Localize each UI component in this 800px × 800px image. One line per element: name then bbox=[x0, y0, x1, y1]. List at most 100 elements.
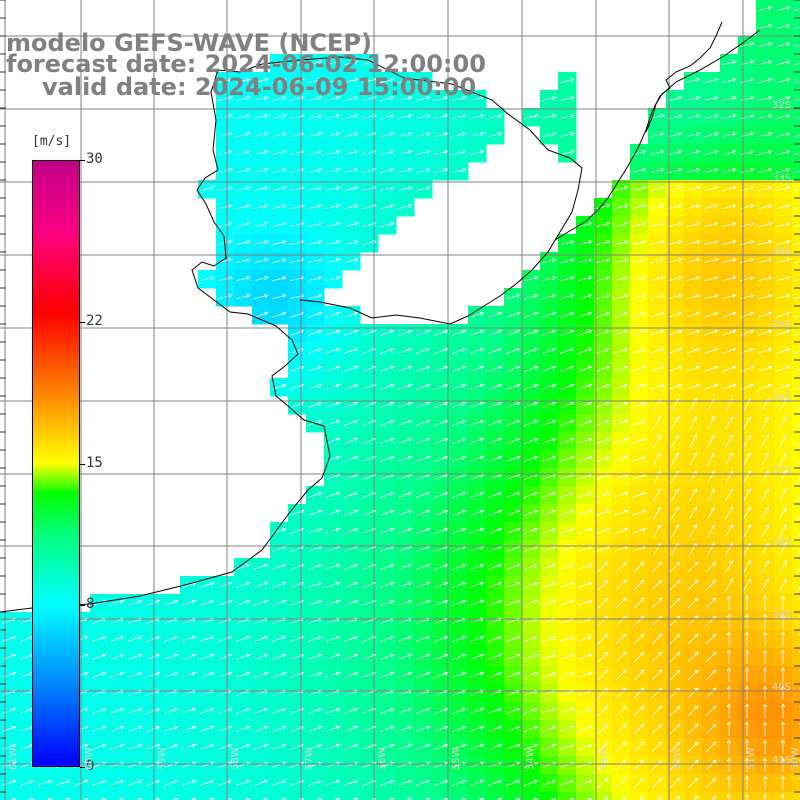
wind-arrow bbox=[758, 204, 773, 210]
wind-arrow bbox=[650, 132, 665, 138]
wind-arrow bbox=[218, 132, 233, 138]
field-cell bbox=[36, 792, 55, 800]
field-cell bbox=[558, 792, 577, 800]
wind-arrow bbox=[542, 96, 557, 102]
field-cell bbox=[792, 108, 800, 127]
wind-arrow bbox=[740, 132, 755, 138]
wind-arrow bbox=[416, 186, 431, 192]
wind-arrow bbox=[686, 114, 701, 120]
wind-arrow bbox=[722, 78, 737, 84]
wind-arrow bbox=[308, 276, 323, 282]
wind-arrow bbox=[686, 204, 701, 210]
wind-arrow bbox=[326, 96, 341, 102]
field-cell bbox=[792, 540, 800, 559]
wind-arrow bbox=[632, 168, 647, 174]
wind-arrow bbox=[560, 96, 575, 102]
wind-arrow bbox=[326, 186, 341, 192]
field-cell bbox=[576, 792, 595, 800]
wind-arrow bbox=[254, 258, 269, 264]
wind-arrow bbox=[254, 222, 269, 228]
wind-arrow bbox=[326, 258, 341, 264]
wind-arrow bbox=[290, 60, 305, 66]
field-cell bbox=[522, 792, 541, 800]
longitude-label: 60W bbox=[84, 747, 95, 770]
wind-arrow bbox=[236, 240, 251, 246]
wind-arrow bbox=[254, 132, 269, 138]
latitude-label: 40S bbox=[772, 682, 792, 693]
wind-arrow bbox=[794, 188, 800, 192]
field-cell bbox=[792, 666, 800, 685]
wind-arrow bbox=[254, 276, 269, 282]
wind-arrow bbox=[704, 186, 719, 192]
wind-arrow bbox=[470, 132, 485, 138]
wind-arrow bbox=[794, 44, 800, 48]
field-cell bbox=[90, 792, 109, 800]
field-cell bbox=[396, 792, 415, 800]
wind-arrow bbox=[776, 240, 791, 246]
field-cell bbox=[18, 792, 37, 800]
field-cell bbox=[648, 792, 667, 800]
wind-arrow bbox=[344, 240, 359, 246]
wind-arrow bbox=[560, 258, 575, 264]
wind-arrow bbox=[326, 240, 341, 246]
wind-arrow bbox=[632, 240, 647, 246]
wind-arrow bbox=[290, 276, 305, 282]
field-cell bbox=[792, 216, 800, 235]
wind-arrow bbox=[218, 96, 233, 102]
wind-arrow bbox=[236, 78, 251, 84]
wind-arrow bbox=[614, 258, 629, 264]
wind-arrow bbox=[776, 204, 791, 210]
wind-arrow bbox=[416, 114, 431, 120]
wind-arrow bbox=[236, 258, 251, 264]
field-cell bbox=[234, 792, 253, 800]
field-cell bbox=[792, 522, 800, 541]
wind-arrow bbox=[308, 96, 323, 102]
field-cell bbox=[792, 72, 800, 91]
field-cell bbox=[792, 360, 800, 379]
wind-arrow bbox=[740, 258, 755, 264]
wind-arrow bbox=[722, 222, 737, 228]
wind-arrow bbox=[218, 222, 233, 228]
wind-arrow bbox=[794, 26, 800, 30]
wind-arrow bbox=[236, 168, 251, 174]
wind-arrow bbox=[668, 150, 683, 156]
wind-arrow bbox=[668, 204, 683, 210]
field-cell bbox=[504, 792, 523, 800]
latitude-label: 38S bbox=[772, 537, 792, 548]
wind-arrow bbox=[308, 60, 323, 66]
wind-arrow bbox=[416, 132, 431, 138]
field-cell bbox=[792, 450, 800, 469]
wind-arrow bbox=[488, 114, 503, 120]
field-cell bbox=[792, 486, 800, 505]
wind-arrow bbox=[632, 204, 647, 210]
wind-arrow bbox=[272, 96, 287, 102]
field-cell bbox=[792, 396, 800, 415]
field-cell bbox=[342, 792, 361, 800]
wind-arrow bbox=[704, 150, 719, 156]
wind-arrow bbox=[722, 60, 737, 66]
wind-arrow bbox=[668, 222, 683, 228]
wind-arrow bbox=[218, 276, 233, 282]
field-cell bbox=[792, 90, 800, 109]
wind-arrow bbox=[578, 258, 593, 264]
wind-arrow bbox=[470, 150, 485, 156]
wind-arrow bbox=[524, 114, 539, 120]
wind-arrow bbox=[416, 150, 431, 156]
wind-arrow bbox=[794, 206, 800, 210]
wind-arrow bbox=[290, 114, 305, 120]
wind-arrow bbox=[740, 186, 755, 192]
field-cell bbox=[270, 792, 289, 800]
field-cell bbox=[792, 0, 800, 19]
wind-arrow bbox=[704, 132, 719, 138]
field-cell bbox=[360, 792, 379, 800]
wind-arrow bbox=[650, 168, 665, 174]
colorbar-tick-label: 8 bbox=[86, 596, 95, 613]
wind-arrow bbox=[704, 204, 719, 210]
wind-arrow bbox=[326, 222, 341, 228]
field-cell bbox=[54, 792, 73, 800]
wind-arrow bbox=[326, 114, 341, 120]
wind-arrow bbox=[758, 186, 773, 192]
wind-arrow bbox=[326, 204, 341, 210]
wind-arrow bbox=[614, 204, 629, 210]
wind-arrow bbox=[704, 96, 719, 102]
